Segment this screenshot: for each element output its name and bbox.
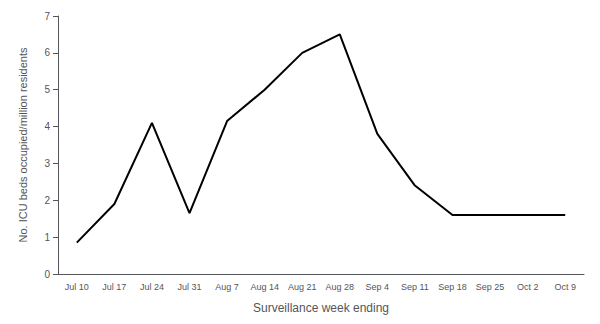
svg-text:Sep 18: Sep 18: [438, 282, 467, 292]
svg-text:Jul 10: Jul 10: [65, 282, 89, 292]
svg-text:5: 5: [44, 84, 50, 95]
svg-text:Aug 7: Aug 7: [215, 282, 239, 292]
svg-text:Sep 4: Sep 4: [366, 282, 390, 292]
svg-text:0: 0: [44, 269, 50, 280]
svg-text:Jul 24: Jul 24: [140, 282, 164, 292]
svg-text:4: 4: [44, 121, 50, 132]
svg-text:Aug 14: Aug 14: [250, 282, 279, 292]
svg-text:Sep 25: Sep 25: [476, 282, 505, 292]
svg-text:Oct 9: Oct 9: [554, 282, 576, 292]
svg-text:Aug 28: Aug 28: [326, 282, 355, 292]
svg-text:Oct 2: Oct 2: [517, 282, 539, 292]
svg-text:Jul 31: Jul 31: [177, 282, 201, 292]
svg-text:1: 1: [44, 232, 50, 243]
svg-text:6: 6: [44, 47, 50, 58]
svg-text:Sep 11: Sep 11: [401, 282, 429, 292]
svg-text:Aug 21: Aug 21: [288, 282, 317, 292]
svg-text:No. ICU beds occupied/million: No. ICU beds occupied/million residents: [17, 47, 29, 243]
svg-text:Jul 17: Jul 17: [102, 282, 126, 292]
svg-text:Surveillance week ending: Surveillance week ending: [253, 301, 389, 315]
svg-text:2: 2: [44, 195, 50, 206]
svg-text:3: 3: [44, 158, 50, 169]
svg-text:7: 7: [44, 11, 50, 22]
